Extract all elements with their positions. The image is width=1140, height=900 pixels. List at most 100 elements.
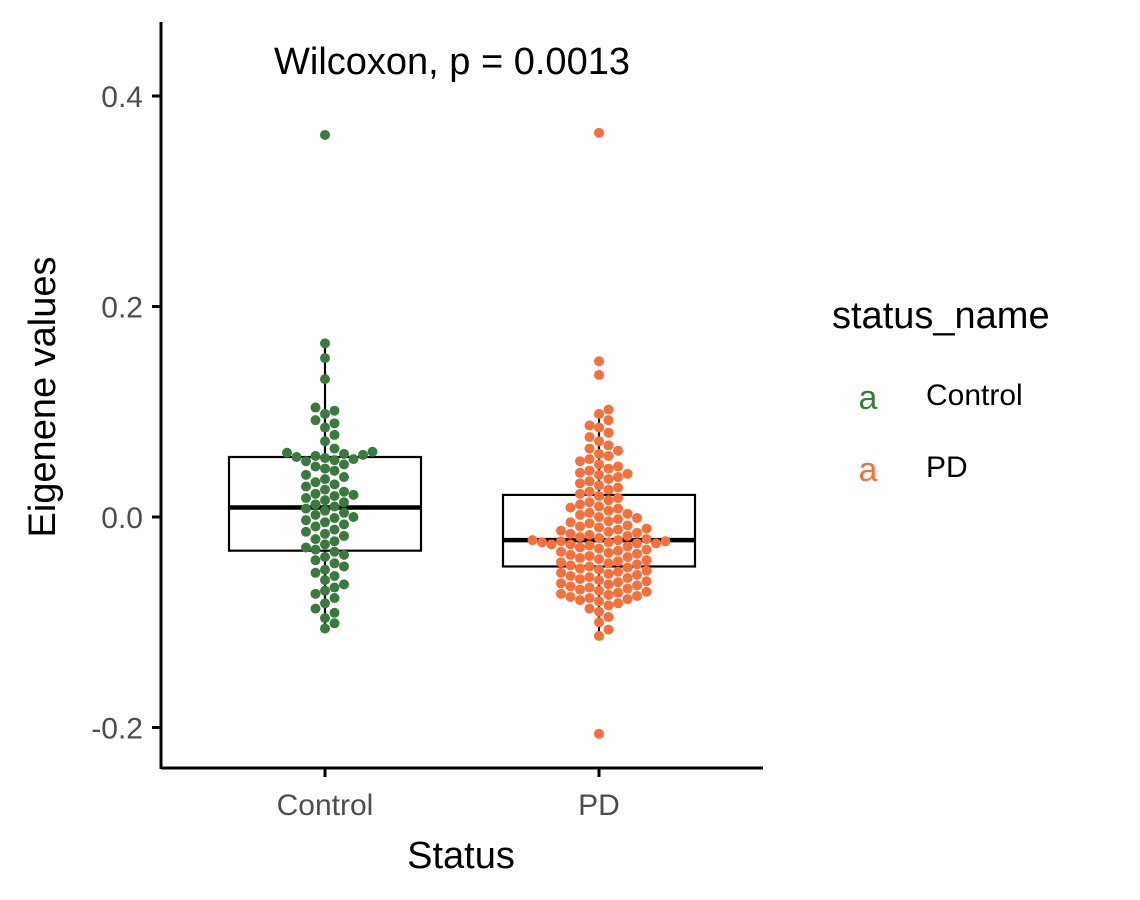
- data-point: [339, 549, 349, 560]
- data-point: [320, 528, 330, 539]
- data-point: [603, 526, 614, 537]
- data-point: [594, 480, 604, 491]
- data-point: [594, 575, 604, 586]
- data-point: [329, 455, 340, 466]
- data-point: [603, 537, 614, 548]
- data-point: [622, 508, 633, 519]
- data-point: [367, 446, 378, 457]
- data-point: [339, 448, 349, 459]
- data-point: [641, 544, 652, 555]
- data-point: [310, 534, 321, 545]
- data-point: [594, 564, 604, 575]
- data-point: [632, 548, 642, 559]
- data-point: [613, 524, 623, 535]
- data-point: [310, 521, 321, 532]
- data-point: [613, 535, 623, 546]
- data-point: [603, 484, 614, 495]
- data-point: [329, 513, 340, 524]
- data-point: [310, 488, 321, 499]
- legend-label: Control: [926, 379, 1023, 412]
- data-point: [527, 535, 538, 546]
- data-point: [575, 456, 585, 467]
- legend-items: a Control a PD: [859, 379, 1023, 489]
- data-point: [320, 598, 330, 609]
- data-point: [632, 513, 642, 524]
- data-point: [329, 465, 340, 476]
- data-point: [329, 536, 340, 547]
- data-point: [660, 536, 671, 547]
- data-point: [594, 728, 604, 739]
- data-point: [329, 443, 340, 454]
- data-point: [329, 582, 340, 593]
- data-point: [603, 463, 614, 474]
- data-point: [556, 588, 566, 599]
- data-point: [565, 560, 576, 571]
- data-point: [603, 579, 614, 590]
- data-point: [329, 490, 340, 501]
- data-point: [320, 463, 330, 474]
- data-point: [613, 577, 623, 588]
- data-point: [556, 525, 566, 536]
- data-point: [301, 515, 311, 526]
- data-point: [603, 600, 614, 611]
- data-point: [603, 558, 614, 569]
- data-point: [594, 422, 604, 433]
- data-point: [320, 484, 330, 495]
- data-point: [594, 356, 604, 367]
- data-point: [320, 338, 330, 349]
- data-point: [575, 521, 585, 532]
- data-point: [310, 544, 321, 555]
- data-point: [310, 477, 321, 488]
- data-point: [613, 514, 623, 525]
- data-point: [348, 454, 359, 465]
- data-point: [575, 542, 585, 553]
- data-point: [613, 461, 623, 472]
- data-point: [320, 374, 330, 385]
- data-point: [603, 505, 614, 516]
- data-point: [603, 516, 614, 527]
- data-point: [291, 452, 302, 463]
- data-point: [613, 482, 623, 493]
- y-tick-label: -0.2: [91, 713, 143, 746]
- legend: status_name a Control a PD: [832, 295, 1050, 489]
- data-point: [537, 537, 547, 548]
- data-point: [282, 447, 292, 458]
- data-point: [632, 580, 642, 591]
- data-point: [594, 448, 604, 459]
- data-point: [641, 586, 652, 597]
- points-pd: [527, 127, 671, 739]
- data-point: [641, 565, 652, 576]
- data-point: [632, 569, 642, 580]
- data-point: [339, 561, 349, 572]
- data-point: [622, 520, 633, 531]
- data-point: [622, 551, 633, 562]
- data-point: [348, 512, 359, 522]
- data-point: [320, 436, 330, 447]
- x-tick-label: PD: [578, 789, 620, 822]
- x-axis-title: Status: [407, 835, 515, 877]
- legend-label: PD: [926, 451, 968, 484]
- data-point: [556, 546, 566, 557]
- data-point: [320, 539, 330, 550]
- data-point: [301, 493, 311, 504]
- data-point: [622, 530, 633, 541]
- data-point: [339, 472, 349, 483]
- data-point: [584, 476, 595, 487]
- data-point: [565, 528, 576, 539]
- data-point: [329, 558, 340, 569]
- data-point: [594, 554, 604, 565]
- data-point: [603, 568, 614, 579]
- data-point: [320, 453, 330, 464]
- data-point: [632, 527, 642, 538]
- data-point: [594, 469, 604, 480]
- data-point: [584, 486, 595, 497]
- data-point: [565, 517, 576, 528]
- data-point: [329, 546, 340, 557]
- data-point: [584, 432, 595, 443]
- data-point: [310, 402, 321, 413]
- data-point: [310, 555, 321, 566]
- data-point: [339, 519, 349, 530]
- legend-item-pd: a PD: [859, 451, 968, 489]
- x-tick-label: Control: [277, 789, 374, 822]
